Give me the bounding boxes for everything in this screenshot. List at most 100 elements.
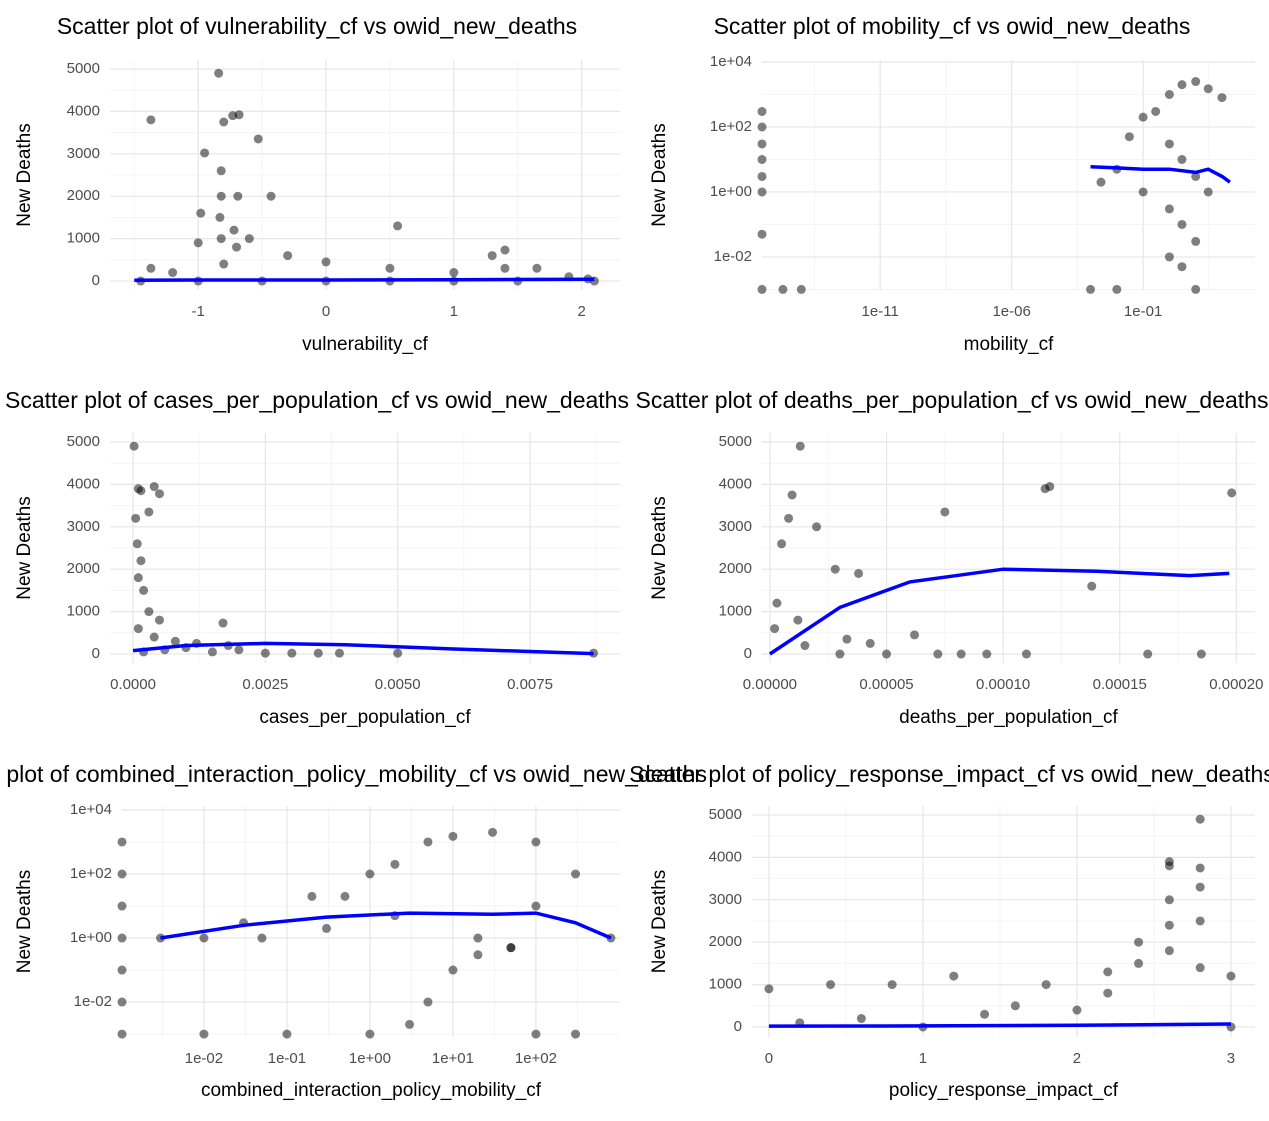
point — [1195, 863, 1205, 873]
point — [218, 618, 228, 628]
point — [423, 837, 433, 847]
panel: 1e-02 1e-01 1e+00 1e+01 1e+02 1e-02 1e+00 1e+02… — [14, 801, 620, 1101]
point — [757, 139, 767, 149]
point — [196, 208, 206, 218]
point — [405, 1019, 415, 1029]
x-tick-label: 0.0000 — [110, 676, 156, 693]
point — [321, 257, 331, 267]
x-tick-label: 0.0075 — [507, 676, 553, 693]
point — [193, 238, 203, 248]
point — [1164, 89, 1174, 99]
point — [216, 166, 226, 176]
point — [168, 268, 178, 278]
point — [757, 106, 767, 116]
y-tick-label: 1e+04 — [710, 53, 752, 70]
point — [257, 933, 267, 943]
point — [133, 624, 143, 634]
point — [854, 568, 864, 578]
point — [133, 573, 143, 583]
x-tick-label: 0.00005 — [859, 676, 913, 693]
x-tick-label: 1 — [919, 1050, 927, 1067]
point — [1138, 112, 1148, 122]
point — [940, 507, 950, 517]
point — [531, 1029, 541, 1039]
panel: 0 1 2 3 0 1000 2000 3000 4000 5000 policy_response… — [649, 806, 1255, 1101]
point — [835, 649, 845, 659]
point — [1045, 482, 1055, 492]
point — [219, 117, 229, 127]
point — [757, 154, 767, 164]
x-axis-label: vulnerability_cf — [302, 334, 428, 355]
point — [334, 648, 344, 658]
point — [207, 647, 217, 657]
point — [1164, 252, 1174, 262]
point — [473, 950, 483, 960]
point — [1203, 84, 1213, 94]
point — [795, 441, 805, 451]
point — [1164, 139, 1174, 149]
point — [244, 234, 254, 244]
y-tick-label: 1e+04 — [70, 801, 112, 818]
point — [532, 263, 542, 273]
x-axis-label: policy_response_impact_cf — [889, 1080, 1119, 1101]
point — [260, 648, 270, 658]
smooth-line — [768, 567, 1230, 656]
panel-title: Scatter plot of deaths_per_population_cf… — [636, 387, 1269, 413]
panel-title: Scatter plot of cases_per_population_cf … — [5, 387, 629, 413]
point — [117, 837, 127, 847]
x-tick-label: 2 — [577, 303, 585, 320]
point — [1226, 971, 1236, 981]
y-tick-label: 5000 — [67, 433, 100, 450]
y-tick-label: 4000 — [709, 848, 742, 865]
point — [216, 191, 226, 201]
point — [139, 585, 149, 595]
y-tick-label: 0 — [92, 645, 100, 662]
point — [1203, 187, 1213, 197]
point — [149, 632, 159, 642]
point — [793, 615, 803, 625]
y-tick-label: 1000 — [709, 976, 742, 993]
panel: 1e-11 1e-06 1e-01 1e-02 1e+00 1e+02 1e+04 mobil… — [649, 53, 1255, 355]
point — [1134, 958, 1144, 968]
smooth-line — [1090, 164, 1231, 184]
point — [117, 965, 127, 975]
point — [117, 901, 127, 911]
x-tick-label: 0.0050 — [375, 676, 421, 693]
smooth-line — [768, 1022, 1232, 1028]
point — [129, 441, 139, 451]
point — [1191, 171, 1201, 181]
point — [448, 965, 458, 975]
point — [132, 539, 142, 549]
point — [1124, 132, 1134, 142]
point — [117, 1029, 127, 1039]
smooth-line — [132, 641, 594, 656]
point — [1041, 980, 1051, 990]
x-tick-label: 1e-02 — [185, 1050, 223, 1067]
x-tick-label: 0.00020 — [1209, 676, 1263, 693]
x-tick-label: 1e-01 — [268, 1050, 306, 1067]
point — [390, 859, 400, 869]
y-tick-label: 1000 — [67, 603, 100, 620]
point — [154, 489, 164, 499]
point — [500, 245, 510, 255]
point — [154, 615, 164, 625]
point — [313, 648, 323, 658]
point — [448, 831, 458, 841]
x-tick-label: 1e-11 — [862, 303, 899, 320]
y-axis-label: New Deaths — [14, 123, 35, 227]
point — [1195, 814, 1205, 824]
y-tick-label: 1e-02 — [714, 248, 752, 265]
point — [253, 134, 263, 144]
point — [531, 901, 541, 911]
point — [933, 649, 943, 659]
y-tick-label: 3000 — [67, 145, 100, 162]
point — [1103, 967, 1113, 977]
point — [340, 891, 350, 901]
point — [800, 641, 810, 651]
y-tick-label: 4000 — [719, 475, 752, 492]
x-tick-label: 1e+02 — [515, 1050, 557, 1067]
y-tick-label: 2000 — [709, 933, 742, 950]
point — [214, 68, 224, 78]
point — [842, 634, 852, 644]
y-tick-label: 1000 — [719, 603, 752, 620]
